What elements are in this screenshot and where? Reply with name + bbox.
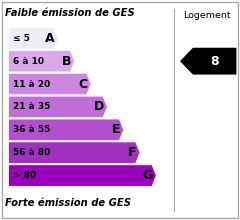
Text: 36 à 55: 36 à 55: [13, 125, 51, 134]
Text: Faible émission de GES: Faible émission de GES: [5, 8, 135, 18]
Text: C: C: [78, 77, 87, 91]
Text: ≤ 5: ≤ 5: [13, 34, 30, 43]
Text: B: B: [62, 55, 71, 68]
Polygon shape: [8, 165, 156, 186]
Polygon shape: [8, 96, 107, 118]
Polygon shape: [8, 73, 91, 95]
Text: Logement: Logement: [183, 11, 231, 20]
Text: A: A: [45, 32, 55, 45]
Text: 6 à 10: 6 à 10: [13, 57, 44, 66]
Text: Forte émission de GES: Forte émission de GES: [5, 198, 131, 208]
Text: 21 à 35: 21 à 35: [13, 103, 51, 111]
Text: 8: 8: [210, 55, 219, 68]
Polygon shape: [8, 142, 140, 163]
Text: 11 à 20: 11 à 20: [13, 80, 50, 88]
Polygon shape: [8, 50, 75, 72]
Text: 56 à 80: 56 à 80: [13, 148, 50, 157]
Text: D: D: [94, 100, 104, 114]
Polygon shape: [8, 119, 124, 141]
Text: G: G: [143, 169, 153, 182]
Polygon shape: [8, 28, 58, 49]
Text: > 80: > 80: [13, 171, 36, 180]
Text: E: E: [112, 123, 120, 136]
Polygon shape: [180, 48, 236, 75]
Text: F: F: [128, 146, 136, 159]
